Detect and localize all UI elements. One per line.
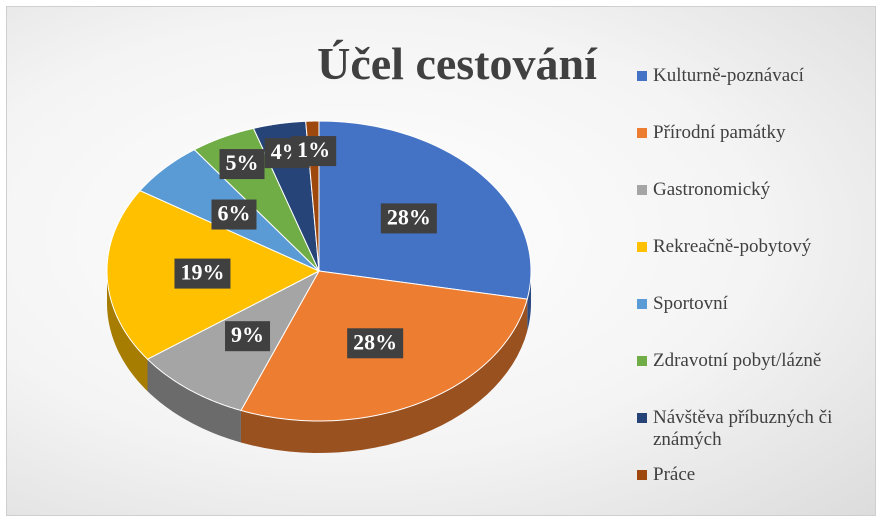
slice-side	[147, 359, 241, 443]
label-box	[291, 136, 337, 167]
legend-label: Zdravotní pobyt/lázně	[653, 350, 822, 371]
legend-swatch	[637, 71, 647, 81]
legend-label: Návštěva příbuzných či známých	[653, 407, 833, 450]
legend-swatch	[637, 299, 647, 309]
legend-label: Kulturně-poznávací	[653, 65, 804, 86]
data-label: 28%	[380, 203, 437, 234]
legend-item: Sportovní	[637, 293, 877, 315]
legend-swatch	[637, 185, 647, 195]
legend-label: Práce	[653, 464, 696, 485]
label-box	[219, 149, 265, 180]
label-text: 5%	[226, 150, 259, 175]
legend-label: Rekreačně-pobytový	[653, 236, 812, 257]
label-text: 6%	[218, 201, 251, 226]
slice-side	[107, 271, 148, 392]
legend-item: Kulturně-poznávací	[637, 65, 877, 87]
legend: Kulturně-poznávací Přírodní památky Gastro…	[637, 65, 877, 521]
label-box	[174, 258, 231, 289]
label-text: 9%	[231, 322, 264, 347]
legend-label: Sportovní	[653, 293, 728, 314]
legend-item: Přírodní památky	[637, 122, 877, 144]
legend-swatch	[637, 128, 647, 138]
pie-area: Účel cestování 28%28%9%19%6%5% 4%1%	[106, 38, 598, 453]
legend-label: Gastronomický	[653, 179, 771, 200]
legend-swatch	[637, 470, 647, 480]
slice-side	[240, 299, 528, 453]
label-text: 28%	[353, 329, 397, 354]
label-text: 28%	[387, 204, 431, 229]
data-label: 19%	[174, 258, 231, 289]
legend-item: Rekreačně-pobytový	[637, 236, 877, 258]
data-labels: 28%28%9%19%6%5% 4%1%	[174, 136, 437, 359]
legend-swatch	[637, 413, 647, 423]
data-label: 6%	[211, 199, 257, 230]
label-box	[225, 321, 271, 352]
legend-swatch	[637, 356, 647, 366]
legend-item: Návštěva příbuzných či známých	[637, 407, 877, 451]
data-label: 28%	[347, 328, 404, 359]
legend-label: Přírodní památky	[653, 122, 786, 143]
data-label: 1%	[291, 136, 337, 167]
legend-item: Zdravotní pobyt/lázně	[637, 350, 877, 372]
label-box	[211, 199, 257, 230]
label-box	[347, 328, 404, 359]
legend-item: Práce	[637, 464, 877, 486]
data-label: 5%	[219, 149, 265, 180]
legend-swatch	[637, 242, 647, 252]
chart: Účel cestování 28% 28% 9% 19% 6% 5% 4% 1% Kultu…	[6, 6, 876, 516]
chart-title: Účel cestování	[317, 38, 598, 89]
legend-item: Gastronomický	[637, 179, 877, 201]
label-text: 19%	[180, 260, 224, 285]
data-label: 9%	[225, 321, 271, 352]
label-box	[380, 203, 437, 234]
label-text: 1%	[297, 137, 330, 162]
